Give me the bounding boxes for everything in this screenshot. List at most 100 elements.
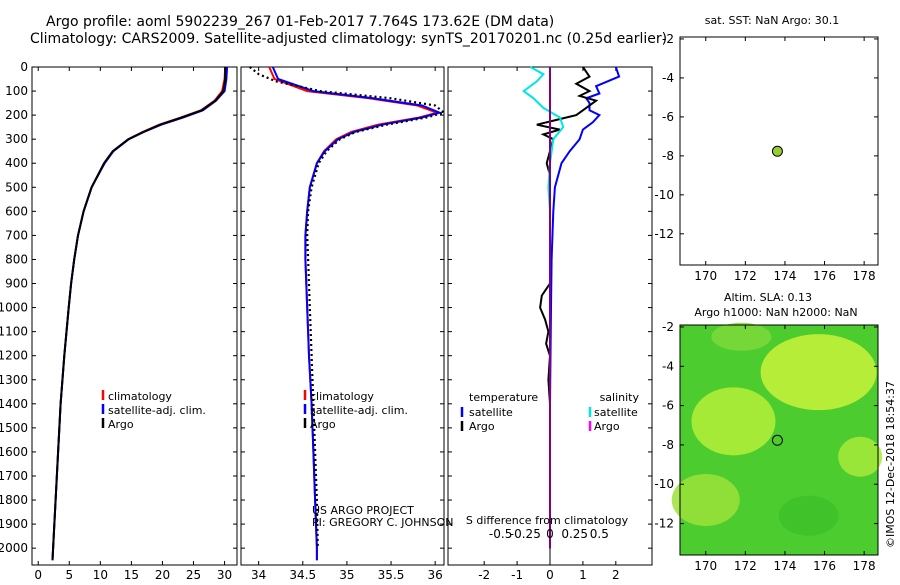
sla-map-subtitle: Argo h1000: NaN h2000: NaN bbox=[694, 306, 857, 319]
x-tick-label: 178 bbox=[853, 559, 876, 573]
y-tick-label: -12 bbox=[654, 227, 674, 241]
y-tick-label: -6 bbox=[662, 110, 674, 124]
sla-map-title: Altim. SLA: 0.13 bbox=[724, 291, 812, 304]
legend-label: Argo bbox=[594, 420, 620, 433]
x-tick-label: 170 bbox=[694, 269, 717, 283]
series-line-satellite-adj-clim- bbox=[271, 66, 443, 561]
depth-tick-label: 1300 bbox=[0, 373, 28, 387]
x-tick-label: 20 bbox=[155, 568, 170, 580]
series-line-climatology bbox=[268, 66, 441, 561]
legend-label: climatology bbox=[108, 390, 172, 403]
depth-tick-label: 100 bbox=[5, 84, 28, 98]
depth-tick-label: 2000 bbox=[0, 541, 28, 555]
x-tick-label: 1 bbox=[579, 568, 587, 580]
x-tick-label: 176 bbox=[813, 269, 836, 283]
depth-tick-label: 1800 bbox=[0, 493, 28, 507]
s-diff-tick-label: 0 bbox=[546, 527, 554, 541]
series-line-climatology bbox=[51, 66, 227, 561]
depth-tick-label: 1000 bbox=[0, 301, 28, 315]
x-tick-label: 34 bbox=[251, 568, 266, 580]
x-tick-label: 174 bbox=[773, 269, 796, 283]
y-tick-label: -12 bbox=[654, 517, 674, 531]
depth-tick-label: 1600 bbox=[0, 445, 28, 459]
depth-tick-label: 1200 bbox=[0, 349, 28, 363]
x-tick-label: 176 bbox=[813, 559, 836, 573]
series-line-argo bbox=[51, 67, 227, 561]
legend-label: satellite bbox=[469, 406, 513, 419]
legend-label: satellite-adj. clim. bbox=[310, 404, 408, 417]
x-tick-label: 170 bbox=[694, 559, 717, 573]
legend-label: satellite-adj. clim. bbox=[108, 404, 206, 417]
project-annotation: PI: GREGORY C. JOHNSON bbox=[312, 516, 453, 529]
depth-tick-label: 900 bbox=[5, 277, 28, 291]
timestamp-stamp: ©IMOS 12-Dec-2018 18:54:37 bbox=[884, 381, 897, 548]
x-tick-label: -2 bbox=[478, 568, 490, 580]
series-line-satellite-adj-clim- bbox=[51, 66, 229, 561]
x-tick-label: 2 bbox=[612, 568, 620, 580]
x-tick-label: 10 bbox=[93, 568, 108, 580]
s-diff-tick-label: 0.5 bbox=[590, 527, 609, 541]
s-diff-tick-label: 0.25 bbox=[561, 527, 588, 541]
x-tick-label: 178 bbox=[853, 269, 876, 283]
series-line-temperature-satellite bbox=[549, 66, 621, 549]
argo-float-marker bbox=[771, 434, 783, 446]
y-tick-label: -10 bbox=[654, 477, 674, 491]
sla-anomaly-patch bbox=[760, 334, 877, 411]
x-tick-label: 0 bbox=[546, 568, 554, 580]
legend-title-salinity: salinity bbox=[600, 391, 640, 404]
sla-anomaly-patch bbox=[711, 322, 772, 351]
x-tick-label: 174 bbox=[773, 559, 796, 573]
depth-tick-label: 800 bbox=[5, 252, 28, 266]
legend-title-temperature: temperature bbox=[469, 391, 538, 404]
s-diff-axis-label: S difference from climatology bbox=[466, 514, 629, 527]
x-tick-label: 34.5 bbox=[289, 568, 316, 580]
depth-tick-label: 1100 bbox=[0, 325, 28, 339]
depth-tick-label: 0 bbox=[20, 60, 28, 74]
difference-extras: S difference from climatology-0.5-0.25 0 0… bbox=[460, 67, 640, 565]
sla-anomaly-patch bbox=[778, 495, 839, 536]
y-tick-label: -4 bbox=[662, 71, 674, 85]
x-tick-label: 172 bbox=[734, 559, 757, 573]
legend-label: Argo bbox=[108, 418, 134, 431]
y-tick-label: -8 bbox=[662, 149, 674, 163]
series-line-temperature-argo bbox=[536, 66, 599, 549]
temperature-frame bbox=[31, 66, 238, 566]
depth-tick-label: 1900 bbox=[0, 517, 28, 531]
y-tick-label: -4 bbox=[662, 359, 674, 373]
x-tick-label: 36 bbox=[428, 568, 443, 580]
depth-tick-label: 600 bbox=[5, 204, 28, 218]
legend-label: Argo bbox=[469, 420, 495, 433]
depth-tick-label: 1700 bbox=[0, 469, 28, 483]
legend-label: Argo bbox=[310, 418, 336, 431]
sst_map-frame bbox=[679, 36, 879, 266]
argo-float-marker bbox=[771, 145, 783, 157]
x-tick-label: 15 bbox=[124, 568, 139, 580]
depth-tick-label: 500 bbox=[5, 180, 28, 194]
y-tick-label: -2 bbox=[662, 32, 674, 46]
depth-tick-label: 1400 bbox=[0, 397, 28, 411]
depth-tick-label: 200 bbox=[5, 108, 28, 122]
x-tick-label: 35 bbox=[339, 568, 354, 580]
x-tick-label: 25 bbox=[186, 568, 201, 580]
sla_map-panel: 170 172 174 176 178 -2 -4 -6 -8 -10 -12 bbox=[654, 320, 883, 573]
s-diff-tick-label: -0.5 bbox=[489, 527, 512, 541]
depth-tick-label: 1500 bbox=[0, 421, 28, 435]
temperature-panel: 051015202530temperature (deg C) bbox=[31, 66, 238, 585]
y-tick-label: -2 bbox=[662, 320, 674, 334]
legend-label: climatology bbox=[310, 390, 374, 403]
y-tick-label: -8 bbox=[662, 438, 674, 452]
x-tick-label: 30 bbox=[217, 568, 232, 580]
x-tick-label: 172 bbox=[734, 269, 757, 283]
sla-anomaly-patch bbox=[838, 436, 883, 477]
project-annotation: US ARGO PROJECT bbox=[312, 504, 414, 517]
depth-tick-label: 700 bbox=[5, 228, 28, 242]
sla-anomaly-patch bbox=[671, 473, 740, 526]
title-line-2: Climatology: CARS2009. Satellite-adjuste… bbox=[30, 31, 667, 47]
legend-label: satellite bbox=[594, 406, 638, 419]
title-line-1: Argo profile: aoml 5902239_267 01-Feb-20… bbox=[46, 14, 554, 30]
sla-anomaly-patch bbox=[691, 387, 776, 456]
